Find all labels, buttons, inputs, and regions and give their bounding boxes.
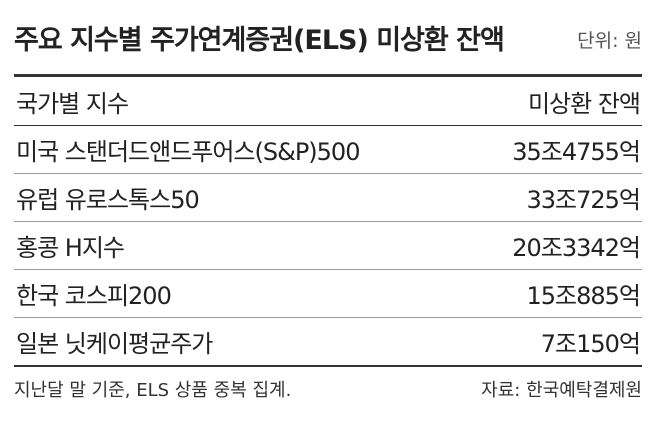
title: 주요 지수별 주가연계증권(ELS) 미상환 잔액 <box>14 25 505 56</box>
balance: 35조4755억 <box>512 138 641 166</box>
balance: 20조3342억 <box>512 234 641 262</box>
index-name: 홍콩 H지수 <box>16 234 125 262</box>
index-name: 한국 코스피200 <box>16 282 172 310</box>
index-name: 미국 스탠더드앤드푸어스(S&P)500 <box>16 138 360 166</box>
header-row: 국가별 지수 미상환 잔액 <box>14 77 642 126</box>
index-name: 일본 닛케이평균주가 <box>16 330 213 358</box>
footnote: 지난달 말 기준, ELS 상품 중복 집계. <box>14 380 292 401</box>
table-row: 홍콩 H지수 20조3342억 <box>14 222 642 270</box>
unit: 단위: 원 <box>577 30 642 52</box>
balance: 33조725억 <box>526 186 641 214</box>
balance: 15조885억 <box>526 282 641 310</box>
balance: 7조150억 <box>540 330 641 358</box>
index-name: 유럽 유로스톡스50 <box>16 186 200 214</box>
table-row: 일본 닛케이평균주가 7조150억 <box>14 318 642 365</box>
column-header: 국가별 지수 <box>16 89 129 118</box>
table-row: 한국 코스피200 15조885억 <box>14 270 642 318</box>
source: 자료: 한국예탁결제원 <box>481 380 642 401</box>
table-row: 미국 스탠더드앤드푸어스(S&P)500 35조4755억 <box>14 126 642 174</box>
column-header: 미상환 잔액 <box>527 89 641 118</box>
table: 국가별 지수 미상환 잔액 미국 스탠더드앤드푸어스(S&P)500 35조475… <box>14 74 642 367</box>
table-row: 유럽 유로스톡스50 33조725억 <box>14 174 642 222</box>
